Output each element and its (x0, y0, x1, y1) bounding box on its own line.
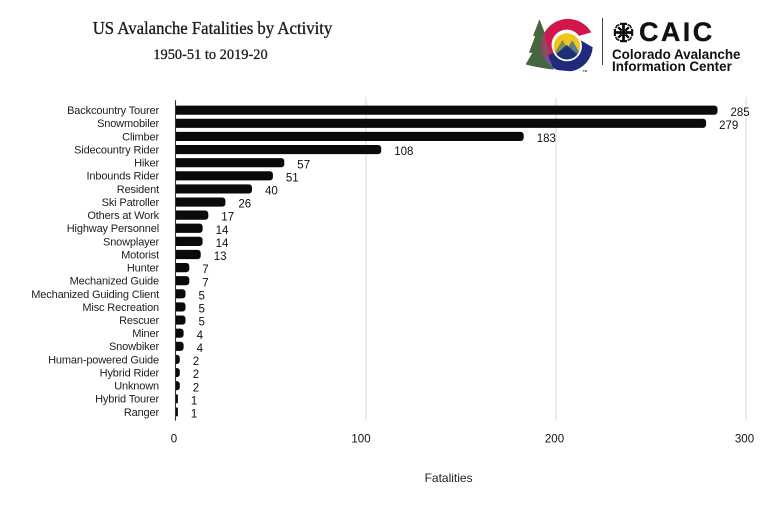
svg-text:14: 14 (216, 225, 229, 237)
svg-text:13: 13 (214, 251, 227, 263)
svg-text:TM: TM (583, 69, 588, 73)
svg-text:4: 4 (197, 330, 204, 342)
svg-text:5: 5 (199, 290, 205, 302)
svg-text:1: 1 (191, 409, 197, 421)
svg-text:Human-powered Guide: Human-powered Guide (48, 354, 159, 366)
svg-text:Ranger: Ranger (124, 407, 160, 419)
svg-text:7: 7 (202, 277, 208, 289)
svg-text:Hunter: Hunter (127, 263, 160, 275)
svg-text:Highway Personnel: Highway Personnel (67, 223, 159, 235)
svg-text:Sidecountry Rider: Sidecountry Rider (74, 144, 159, 156)
svg-text:Ski Patroller: Ski Patroller (102, 197, 160, 209)
svg-text:Snowmobiler: Snowmobiler (97, 118, 159, 130)
svg-text:14: 14 (216, 238, 229, 250)
svg-text:Inbounds Rider: Inbounds Rider (86, 171, 159, 183)
svg-text:100: 100 (351, 434, 370, 446)
svg-text:5: 5 (199, 304, 205, 316)
svg-text:Fatalities: Fatalities (425, 471, 473, 485)
svg-text:Snowplayer: Snowplayer (103, 236, 159, 248)
svg-text:183: 183 (537, 133, 556, 145)
svg-text:Others at Work: Others at Work (87, 210, 159, 222)
svg-text:4: 4 (197, 343, 204, 355)
svg-text:Hiker: Hiker (134, 158, 159, 170)
svg-text:Hybrid Rider: Hybrid Rider (100, 367, 160, 379)
svg-text:285: 285 (731, 107, 750, 119)
svg-text:Climber: Climber (122, 131, 159, 143)
svg-text:26: 26 (238, 199, 251, 211)
svg-text:2: 2 (193, 356, 199, 368)
svg-text:51: 51 (286, 172, 299, 184)
svg-text:Mechanized Guide: Mechanized Guide (70, 276, 159, 288)
svg-text:Unknown: Unknown (114, 381, 159, 393)
svg-text:40: 40 (265, 185, 278, 197)
svg-text:Misc Recreation: Misc Recreation (82, 302, 159, 314)
svg-text:108: 108 (394, 146, 413, 158)
svg-text:1: 1 (191, 395, 197, 407)
svg-text:Backcountry Tourer: Backcountry Tourer (67, 105, 159, 117)
svg-text:Hybrid Tourer: Hybrid Tourer (95, 394, 159, 406)
svg-text:200: 200 (545, 434, 564, 446)
svg-text:Mechanized Guiding Client: Mechanized Guiding Client (31, 289, 159, 301)
svg-text:5: 5 (199, 317, 205, 329)
svg-text:Resident: Resident (117, 184, 159, 196)
svg-text:2: 2 (193, 369, 199, 381)
svg-text:300: 300 (735, 434, 754, 446)
svg-text:17: 17 (221, 212, 234, 224)
svg-text:279: 279 (719, 120, 738, 132)
svg-text:0: 0 (171, 434, 177, 446)
svg-text:Motorist: Motorist (121, 249, 159, 261)
svg-text:7: 7 (202, 264, 208, 276)
svg-text:Miner: Miner (132, 328, 159, 340)
svg-text:Rescuer: Rescuer (119, 315, 159, 327)
svg-text:Snowbiker: Snowbiker (109, 341, 159, 353)
svg-text:57: 57 (297, 159, 310, 171)
svg-text:2: 2 (193, 382, 199, 394)
